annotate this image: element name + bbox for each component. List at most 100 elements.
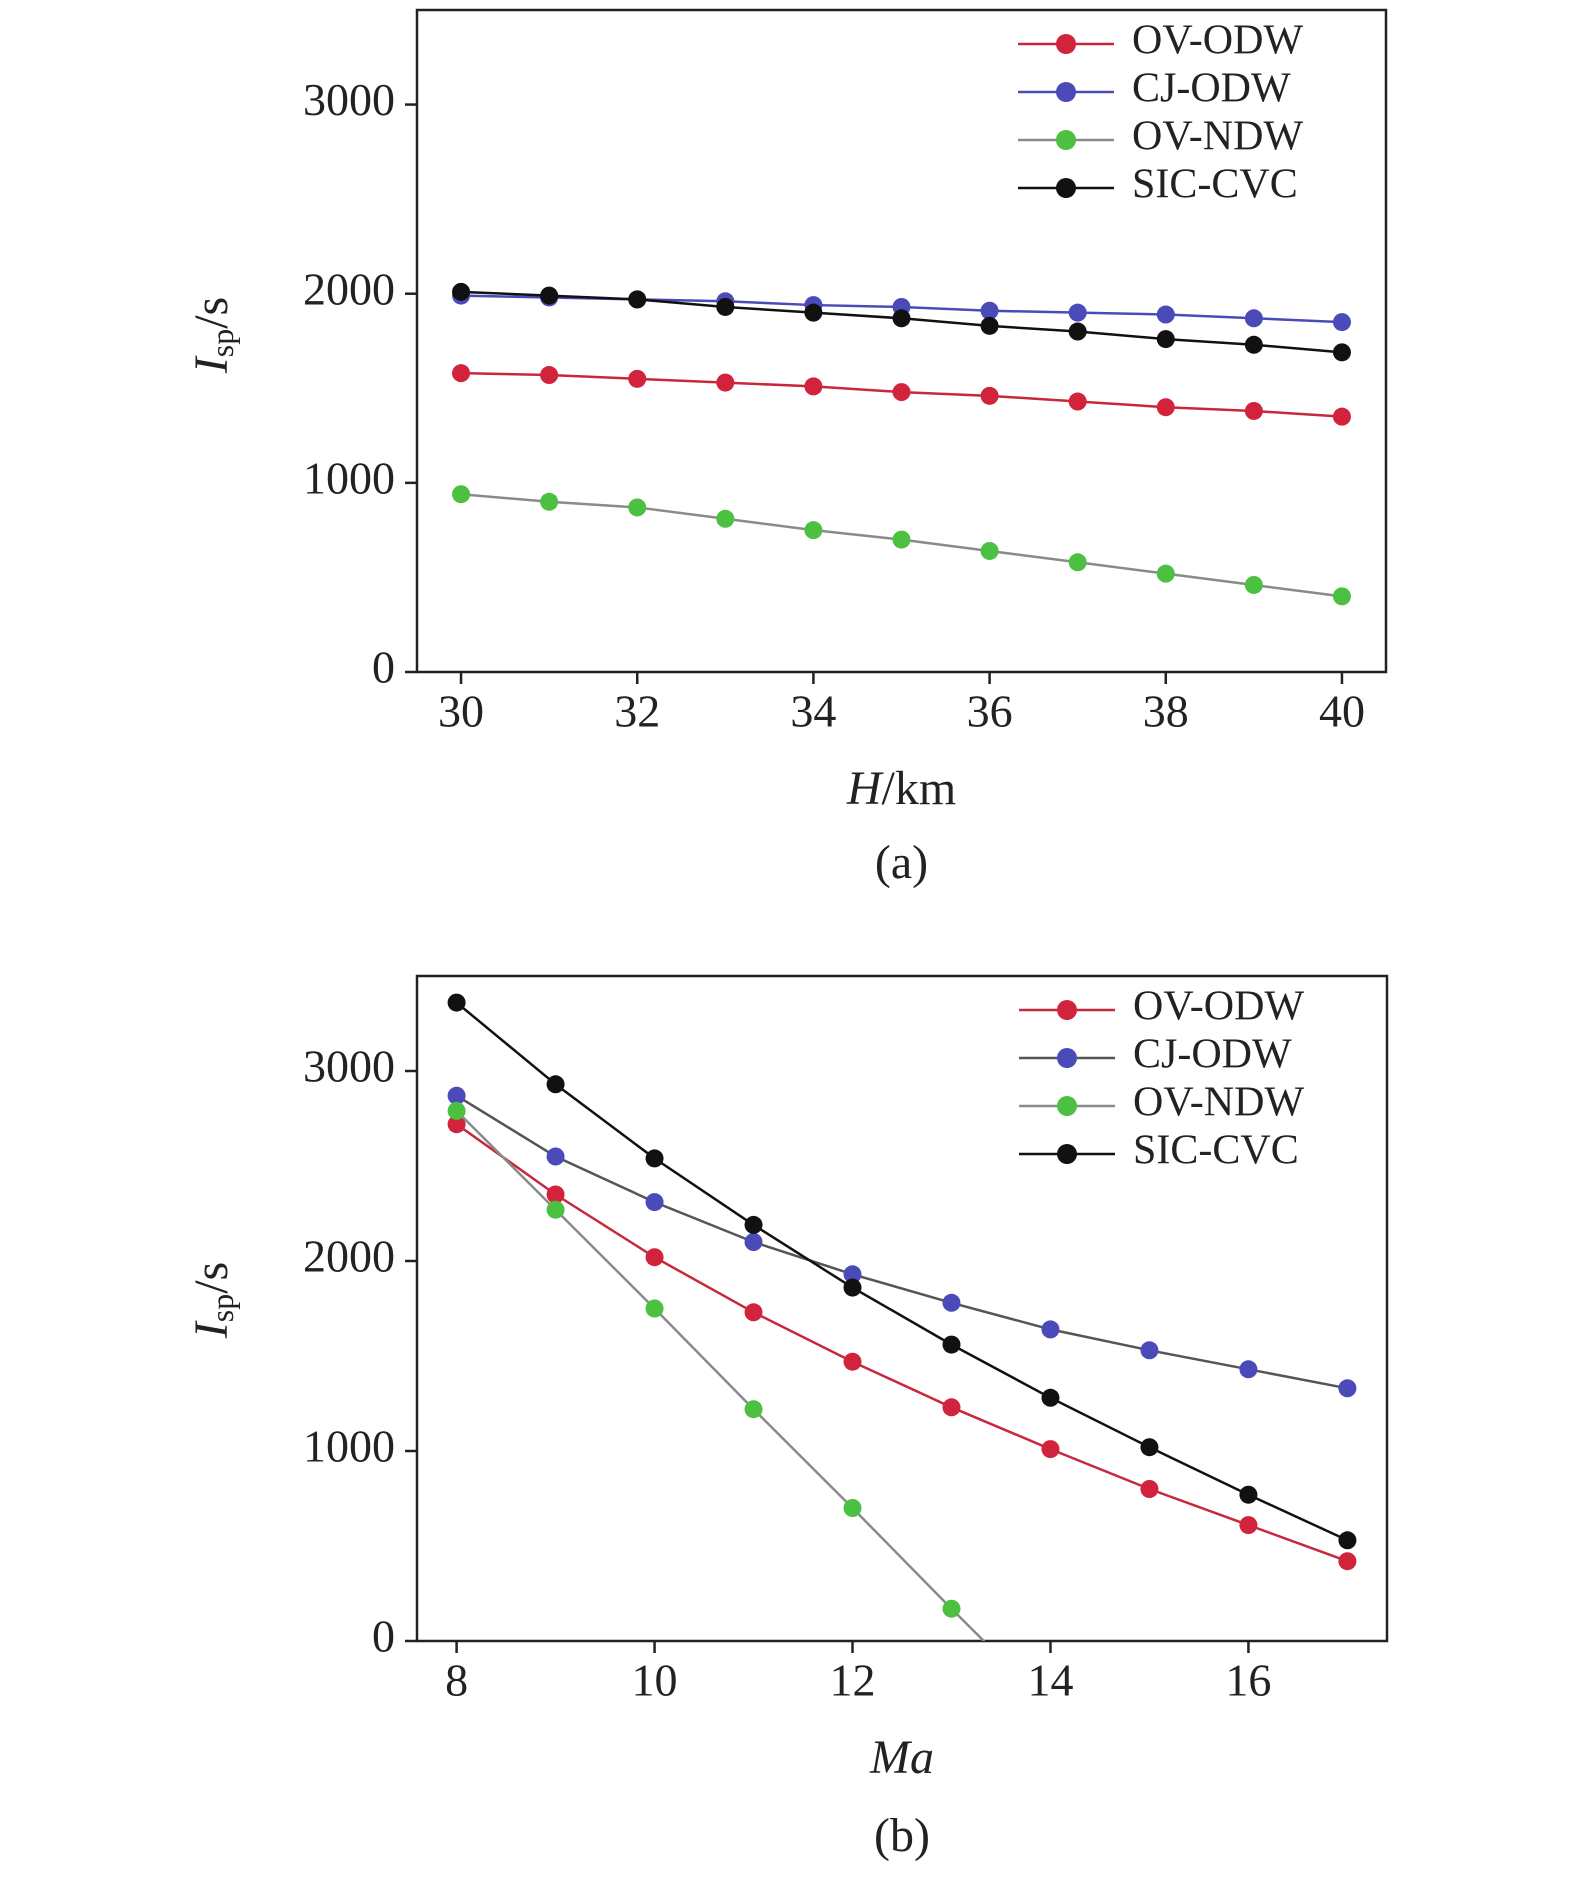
data-point: [546, 1200, 565, 1219]
data-point: [744, 1400, 763, 1419]
x-tick-label: 14: [1027, 1655, 1073, 1706]
data-point: [1156, 398, 1175, 417]
legend-marker: [1056, 34, 1076, 54]
data-point: [1140, 1438, 1159, 1457]
y-tick-label: 1000: [303, 1421, 395, 1472]
data-point: [1156, 305, 1175, 324]
legend-label: OV-NDW: [1133, 1080, 1304, 1126]
data-point: [843, 1352, 862, 1371]
legend-label: CJ-ODW: [1132, 66, 1291, 112]
data-point: [1239, 1485, 1258, 1504]
data-point: [452, 485, 471, 504]
plot-area: [447, 993, 1357, 1641]
data-point: [716, 509, 735, 528]
data-point: [892, 383, 911, 402]
data-point: [980, 301, 999, 320]
data-point: [628, 290, 647, 309]
data-point: [447, 1115, 466, 1134]
y-tick-label: 3000: [303, 74, 395, 125]
data-point: [1068, 553, 1087, 572]
data-point: [716, 297, 735, 316]
caption: (b): [874, 1809, 930, 1862]
data-point: [804, 377, 823, 396]
data-point: [1332, 587, 1351, 606]
y-axis-label: Isp/s: [185, 297, 240, 374]
x-tick-label: 40: [1319, 686, 1365, 737]
y-label-part: I: [185, 355, 238, 374]
x-tick-label: 38: [1143, 686, 1189, 737]
data-point: [645, 1299, 664, 1318]
data-point: [716, 373, 735, 392]
data-point: [1338, 1531, 1357, 1550]
x-tick-label: 36: [967, 686, 1013, 737]
data-point: [447, 1086, 466, 1105]
data-point: [540, 492, 559, 511]
y-tick-label: 0: [372, 1611, 395, 1662]
data-point: [452, 364, 471, 383]
plot-frame: [415, 8, 1388, 674]
data-point: [744, 1215, 763, 1234]
y-label-part: /s: [185, 1262, 238, 1294]
data-point: [645, 1248, 664, 1267]
data-point: [980, 316, 999, 335]
plot-frame: [415, 974, 1389, 1643]
data-point: [546, 1075, 565, 1094]
data-point: [447, 993, 466, 1012]
data-point: [744, 1303, 763, 1322]
y-tick-label: 0: [372, 642, 395, 693]
legend-label: SIC-CVC: [1132, 162, 1298, 208]
data-point: [1332, 407, 1351, 426]
data-point: [1332, 313, 1351, 332]
plot-area: [452, 282, 1351, 606]
legend-marker: [1057, 1096, 1077, 1116]
data-point: [1332, 343, 1351, 362]
data-point: [1244, 335, 1263, 354]
data-point: [540, 286, 559, 305]
data-point: [1244, 309, 1263, 328]
data-point: [546, 1185, 565, 1204]
data-point: [980, 541, 999, 560]
x-label-part: Ma: [869, 1731, 934, 1784]
data-point: [1068, 392, 1087, 411]
data-point: [1140, 1341, 1159, 1360]
data-point: [1239, 1360, 1258, 1379]
data-point: [1156, 564, 1175, 583]
y-tick-label: 2000: [303, 263, 395, 314]
data-point: [1041, 1440, 1060, 1459]
data-point: [843, 1278, 862, 1297]
y-axis-label: Isp/s: [185, 1262, 240, 1339]
data-point: [892, 530, 911, 549]
legend-label: CJ-ODW: [1133, 1032, 1292, 1078]
data-point: [1068, 303, 1087, 322]
x-tick-label: 12: [830, 1655, 876, 1706]
x-label-part: H: [846, 762, 884, 815]
y-label-part: I: [185, 1320, 238, 1339]
data-point: [1244, 575, 1263, 594]
series-line: [455, 1001, 1348, 1542]
x-tick-label: 10: [632, 1655, 678, 1706]
data-point: [628, 369, 647, 388]
data-point: [942, 1335, 961, 1354]
x-tick-label: 32: [614, 686, 660, 737]
y-label-part: sp: [204, 1294, 240, 1322]
data-point: [942, 1293, 961, 1312]
y-tick-label: 1000: [303, 452, 395, 503]
x-axis-label: H/km: [846, 762, 956, 815]
data-point: [540, 366, 559, 385]
y-label-part: /s: [185, 297, 238, 329]
data-point: [452, 282, 471, 301]
series-line: [455, 1094, 1348, 1390]
data-point: [744, 1233, 763, 1251]
legend-label: OV-ODW: [1132, 18, 1303, 64]
x-tick-label: 34: [790, 686, 836, 737]
legend-label: OV-NDW: [1132, 114, 1303, 160]
series-line: [455, 1123, 1348, 1563]
data-point: [1239, 1516, 1258, 1535]
legend-label: OV-ODW: [1133, 984, 1304, 1030]
data-point: [645, 1193, 664, 1212]
legend-marker: [1056, 178, 1076, 198]
legend-label: SIC-CVC: [1133, 1128, 1299, 1174]
legend-marker: [1056, 130, 1076, 150]
data-point: [645, 1149, 664, 1168]
